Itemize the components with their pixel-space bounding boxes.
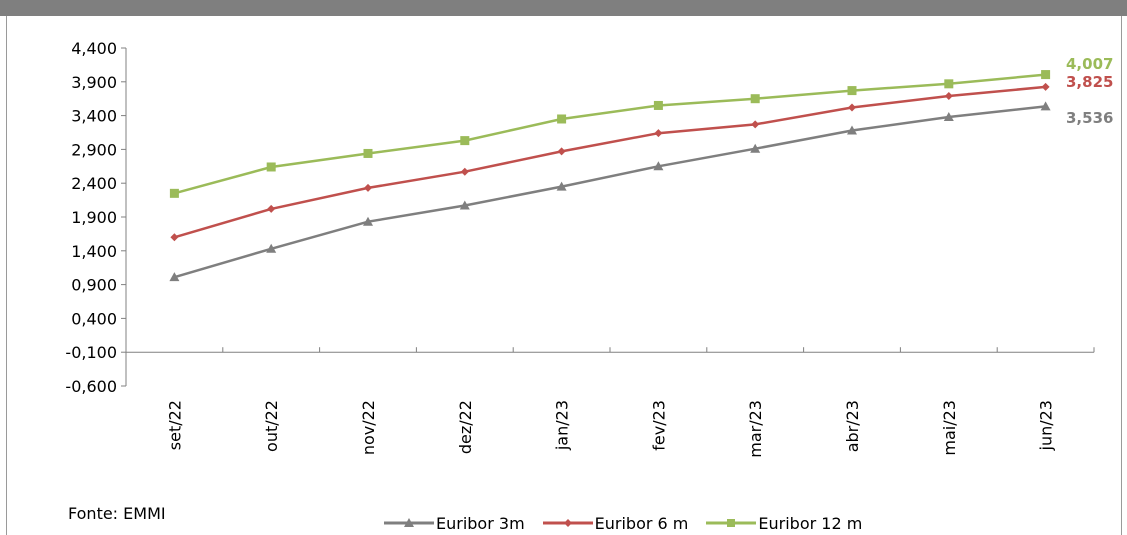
end-value-label: 3,536: [1066, 109, 1113, 127]
legend-swatch-euribor-6m: [542, 519, 593, 527]
data-point: [557, 147, 566, 156]
x-tick-label: jun/23: [1037, 400, 1056, 451]
data-point: [267, 204, 276, 213]
end-value-label: 4,007: [1066, 55, 1113, 73]
legend-item-euribor-6m: Euribor 6 m: [542, 513, 689, 533]
x-tick-label: mai/23: [940, 400, 959, 456]
data-point: [460, 167, 469, 176]
data-point: [848, 103, 856, 112]
legend-label-euribor-6m: Euribor 6 m: [594, 513, 689, 533]
data-point: [556, 181, 567, 191]
legend-swatch-euribor-3m: [384, 518, 434, 527]
source-note: Fonte: EMMI: [68, 504, 166, 523]
legend: Euribor 3m Euribor 6 m Euribor 12 m: [384, 512, 880, 534]
y-tick-label: 3,400: [71, 107, 117, 126]
y-tick-label: 1,900: [71, 208, 117, 227]
x-tick-label: fev/23: [649, 400, 668, 451]
y-tick-label: 2,400: [71, 174, 117, 193]
x-tick-label: set/22: [165, 400, 184, 450]
data-point: [847, 125, 857, 135]
y-tick-label: 1,400: [71, 242, 117, 261]
y-tick-label: 0,900: [71, 276, 117, 295]
series-line-2: [174, 73, 1046, 195]
x-tick-label: nov/22: [359, 400, 378, 455]
data-point: [944, 79, 954, 89]
data-point: [944, 91, 953, 100]
data-point: [943, 111, 954, 121]
data-point: [750, 94, 760, 104]
series-line-1: [174, 85, 1046, 239]
data-point: [557, 114, 567, 124]
data-point: [653, 100, 663, 110]
x-tick-label: abr/23: [843, 400, 862, 452]
data-point: [653, 161, 664, 171]
legend-item-euribor-3m: Euribor 3m: [384, 514, 525, 533]
y-tick-label: 2,900: [71, 140, 117, 159]
data-point: [460, 136, 470, 146]
x-tick-label: mar/23: [746, 400, 765, 458]
data-point: [751, 120, 760, 129]
data-point: [654, 129, 663, 138]
data-point: [363, 216, 373, 226]
y-tick-label: -0,100: [65, 343, 117, 362]
data-point: [266, 243, 277, 253]
legend-label-euribor-3m: Euribor 3m: [436, 513, 525, 533]
legend-label-euribor-12m: Euribor 12 m: [758, 513, 863, 533]
y-tick-label: 4,400: [71, 39, 117, 58]
legend-swatch-euribor-12m: [706, 519, 757, 527]
data-point: [1041, 82, 1050, 91]
series-line-0: [174, 105, 1046, 279]
data-point: [1041, 70, 1051, 80]
data-point: [847, 86, 857, 96]
data-point: [169, 272, 180, 282]
data-point: [363, 148, 373, 158]
end-value-label: 3,825: [1066, 73, 1113, 91]
data-point: [266, 162, 276, 172]
data-point: [364, 183, 372, 192]
data-point: [459, 200, 470, 210]
data-point: [750, 143, 761, 153]
y-tick-label: 3,900: [71, 73, 117, 92]
data-point: [1040, 101, 1051, 111]
frame-left-border: [6, 16, 7, 535]
x-tick-label: dez/22: [456, 400, 475, 454]
y-tick-label: 0,400: [71, 309, 117, 328]
x-tick-label: jan/23: [553, 400, 572, 451]
frame-right-border: [1121, 16, 1122, 535]
top-bar: [0, 0, 1127, 16]
y-tick-label: -0,600: [65, 377, 117, 396]
x-tick-label: out/22: [262, 400, 281, 452]
legend-item-euribor-12m: Euribor 12 m: [706, 514, 862, 533]
data-point: [169, 188, 179, 198]
data-point: [170, 233, 179, 242]
